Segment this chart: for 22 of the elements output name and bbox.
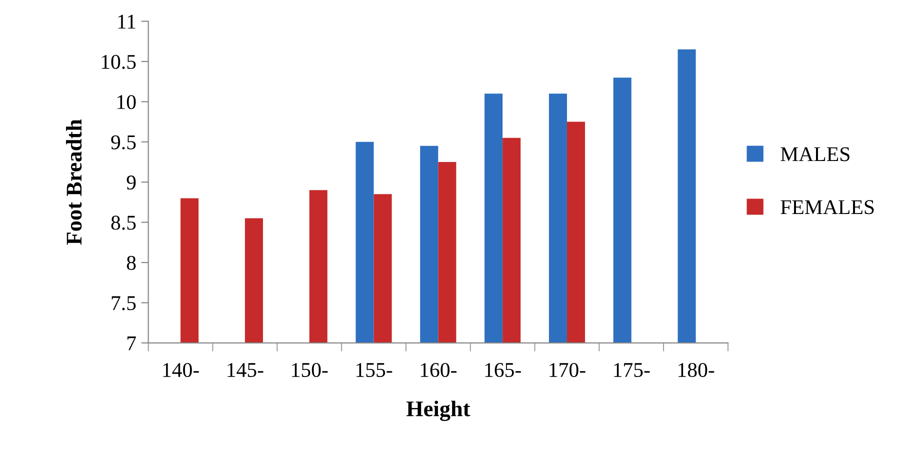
y-tick-label: 10.5 <box>102 54 136 70</box>
y-tick-label: 9 <box>126 176 136 190</box>
legend-label: FEMALES <box>780 200 874 214</box>
x-tick-label: 165- <box>485 363 521 378</box>
x-tick-label: 150- <box>292 362 328 378</box>
y-tick-label: 11 <box>118 14 136 29</box>
y-axis-title: Foot Breadth <box>66 119 82 245</box>
x-tick-label: 140- <box>163 362 199 378</box>
x-tick-label: 175- <box>614 363 650 378</box>
y-tick-label: 9.5 <box>111 135 136 150</box>
x-tick-label: 180- <box>678 362 714 378</box>
x-tick-label: 145- <box>228 363 264 378</box>
x-tick-label: 170- <box>550 362 586 378</box>
y-tick-label: 8 <box>126 256 136 270</box>
x-axis-title: Height <box>406 400 470 422</box>
y-tick-label: 8.5 <box>111 216 136 230</box>
y-tick-label: 7 <box>127 336 136 350</box>
x-tick-label: 155- <box>356 363 392 378</box>
y-tick-label: 7.5 <box>112 296 136 310</box>
y-tick-label: 10 <box>118 95 136 110</box>
legend-label: MALES <box>780 147 850 162</box>
x-tick-label: 160- <box>420 362 457 378</box>
